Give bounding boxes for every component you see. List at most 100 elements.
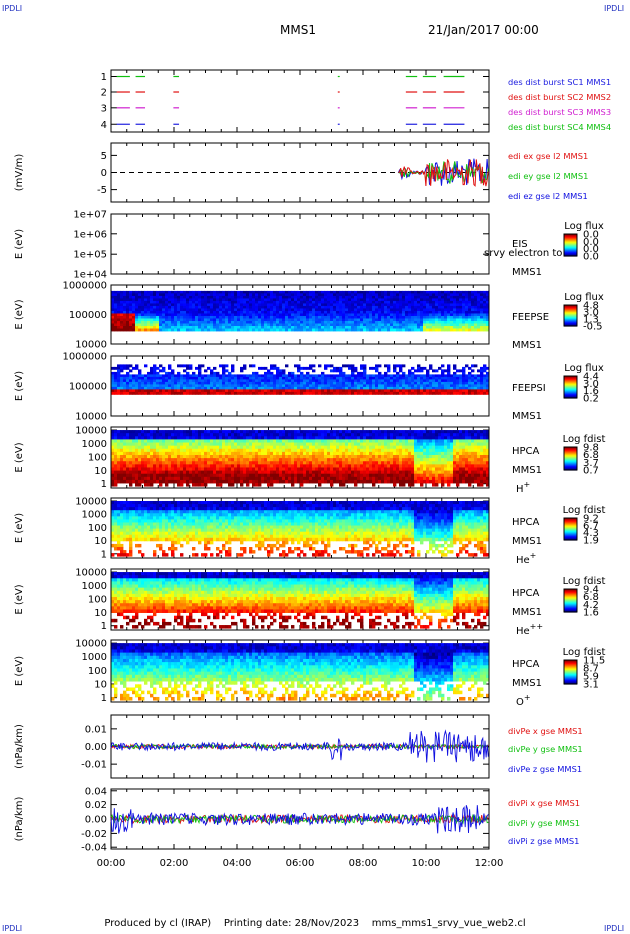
spectrogram-cell (237, 470, 241, 475)
spectrogram-cell (192, 470, 196, 475)
spectrogram-cell (147, 433, 151, 437)
spectrogram-cell (471, 305, 475, 309)
spectrogram-cell (360, 293, 364, 297)
spectrogram-cell (231, 326, 235, 329)
spectrogram-cell (300, 371, 304, 375)
spectrogram-cell (120, 445, 124, 450)
spectrogram-cell (279, 308, 283, 312)
spectrogram-cell (144, 442, 148, 447)
spectrogram-cell (378, 391, 382, 395)
spectrogram-cell (288, 320, 292, 324)
spectrogram-cell (447, 379, 451, 383)
spectrogram-cell (273, 439, 277, 443)
spectrogram-cell (450, 300, 454, 304)
spectrogram-cell (450, 376, 454, 380)
spectrogram-cell (177, 458, 181, 462)
spectrogram-cell (186, 430, 190, 434)
spectrogram-cell (327, 389, 331, 393)
spectrogram-cell (435, 308, 439, 312)
spectrogram-cell (162, 328, 166, 332)
spectrogram-cell (360, 376, 364, 380)
spectrogram-cell (198, 313, 202, 317)
spectrogram-cell (132, 470, 136, 475)
spectrogram-cell (468, 320, 472, 324)
spectrogram-cell (261, 384, 265, 388)
spectrogram-cell (129, 328, 133, 332)
spectrogram-cell (387, 300, 391, 304)
spectrogram-cell (162, 454, 166, 459)
spectrogram-cell (405, 381, 409, 385)
spectrogram-cell (267, 439, 271, 443)
colorbar-tick-label: 3.7 (583, 458, 599, 469)
spectrogram-cell (291, 386, 295, 390)
spectrogram-cell (117, 391, 121, 395)
spectrogram-cell (147, 436, 151, 440)
spectrogram-cell (123, 328, 127, 332)
spectrogram-cell (237, 389, 241, 393)
spectrogram-cell (174, 454, 178, 459)
spectrogram-cell (153, 464, 157, 468)
spectrogram-cell (240, 323, 244, 327)
spectrogram-cell (462, 300, 466, 304)
spectrogram-cell (219, 461, 223, 465)
spectrogram-cell (408, 391, 412, 395)
y-tick-label: 1000000 (62, 281, 107, 292)
spectrogram-cell (126, 454, 130, 459)
spectrogram-cell (219, 305, 223, 309)
spectrogram-cell (189, 386, 193, 390)
spectrogram-cell (219, 436, 223, 440)
spectrogram-cell (462, 389, 466, 393)
spectrogram-cell (207, 439, 211, 443)
spectrogram-cell (360, 298, 364, 302)
spectrogram-cell (207, 303, 211, 307)
spectrogram-cell (435, 293, 439, 297)
spectrogram-cell (171, 458, 175, 462)
spectrogram-cell (477, 295, 481, 299)
spectrogram-cell (249, 290, 253, 294)
spectrogram-cell (204, 310, 208, 314)
spectrogram-cell (279, 376, 283, 380)
spectrogram-cell (441, 318, 445, 322)
spectrogram-cell (297, 290, 301, 294)
spectrogram-cell (381, 389, 385, 393)
spectrogram-cell (285, 473, 289, 478)
spectrogram-cell (381, 290, 385, 294)
spectrogram-cell (237, 464, 241, 468)
spectrogram-cell (198, 445, 202, 450)
spectrogram-cell (240, 379, 244, 383)
spectrogram-cell (150, 442, 154, 447)
spectrogram-cell (312, 374, 316, 378)
spectrogram-cell (342, 389, 346, 393)
spectrogram-cell (267, 389, 271, 393)
spectrogram-cell (183, 479, 187, 484)
spectrogram-cell (303, 454, 307, 459)
spectrogram-cell (129, 430, 133, 434)
y-tick-label: 1e+04 (73, 270, 107, 281)
spectrogram-cell (465, 298, 469, 302)
spectrogram-cell (174, 461, 178, 465)
spectrogram-cell (261, 451, 265, 456)
spectrogram-cell (366, 376, 370, 380)
spectrogram-cell (144, 476, 148, 481)
spectrogram-cell (237, 320, 241, 324)
spectrogram-cell (447, 305, 451, 309)
spectrogram-cell (138, 430, 142, 434)
spectrogram-cell (375, 374, 379, 378)
spectrogram-cell (225, 448, 229, 453)
y-tick-label: 1e+07 (73, 210, 107, 221)
spectrogram-cell (114, 389, 118, 393)
y-tick-label: 0 (101, 168, 107, 179)
spectrogram-cell (399, 318, 403, 322)
spectrogram-cell (339, 318, 343, 322)
spectrogram-cell (261, 366, 265, 370)
spectrogram-cell (288, 318, 292, 322)
spectrogram-cell (135, 433, 139, 437)
spectrogram-cell (423, 384, 427, 388)
spectrogram-cell (264, 379, 268, 383)
legend-entry: des dist burst SC3 MMS3 (508, 107, 611, 117)
spectrogram-cell (168, 374, 172, 378)
spectrogram-cell (189, 295, 193, 299)
spectrogram-cell (246, 464, 250, 468)
spectrogram-cell (306, 476, 310, 481)
spectrogram-cell (327, 326, 331, 329)
